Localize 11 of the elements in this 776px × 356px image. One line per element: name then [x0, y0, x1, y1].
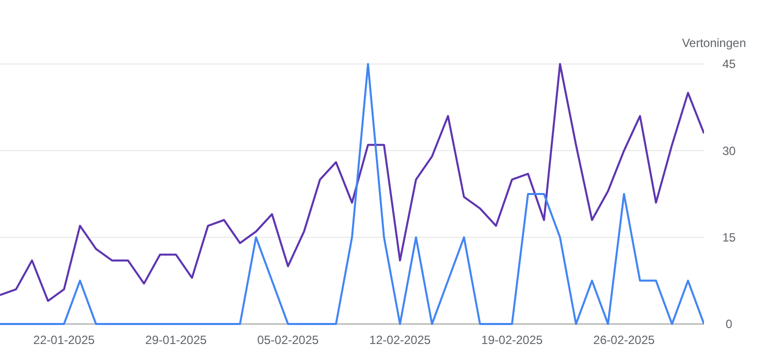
x-tick-label: 29-01-2025 — [145, 333, 208, 347]
x-tick-label: 05-02-2025 — [257, 333, 320, 347]
x-tick-label: 12-02-2025 — [369, 333, 432, 347]
x-tick-label: 19-02-2025 — [481, 333, 544, 347]
x-tick-label: 22-01-2025 — [33, 333, 96, 347]
x-tick-label: 26-02-2025 — [593, 333, 656, 347]
y-axis-title: Vertoningen — [682, 36, 746, 50]
y-tick-label: 45 — [722, 57, 736, 72]
y-tick-label: 0 — [726, 317, 733, 332]
y-tick-label: 15 — [722, 230, 736, 245]
y-tick-label: 30 — [722, 144, 736, 158]
